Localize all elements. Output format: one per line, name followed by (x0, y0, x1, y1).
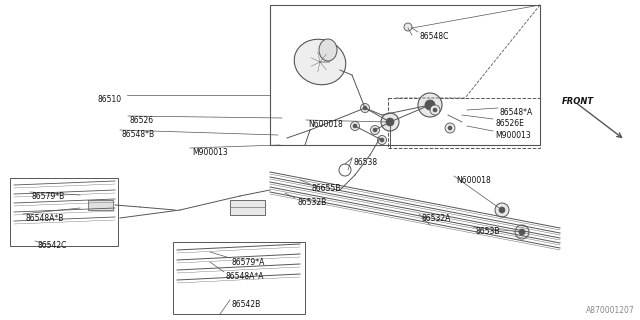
Text: 86532B: 86532B (297, 198, 326, 207)
Text: 86548A*B: 86548A*B (25, 214, 63, 223)
Circle shape (378, 135, 387, 145)
Text: M900013: M900013 (495, 131, 531, 140)
Text: 86542B: 86542B (232, 300, 261, 309)
Ellipse shape (319, 39, 337, 61)
Text: 86548C: 86548C (420, 32, 449, 41)
Text: 86526E: 86526E (495, 119, 524, 128)
Circle shape (371, 125, 380, 134)
Text: A870001207: A870001207 (586, 306, 635, 315)
Circle shape (499, 207, 505, 213)
Text: 86538: 86538 (354, 158, 378, 167)
Circle shape (430, 105, 440, 115)
Bar (388, 98, 540, 148)
Circle shape (380, 138, 384, 142)
Text: 86655B: 86655B (312, 184, 341, 193)
Circle shape (445, 123, 455, 133)
Text: 86548*B: 86548*B (122, 130, 155, 139)
Circle shape (433, 108, 437, 112)
Circle shape (386, 118, 394, 126)
Circle shape (519, 229, 525, 235)
Circle shape (351, 122, 360, 131)
Text: 86510: 86510 (97, 95, 121, 104)
Bar (270, 5, 540, 145)
Circle shape (418, 93, 442, 117)
Circle shape (363, 106, 367, 110)
Circle shape (515, 225, 529, 239)
Bar (10, 178, 118, 246)
Text: 8653B: 8653B (475, 227, 499, 236)
Text: 86532A: 86532A (421, 214, 451, 223)
Text: N600018: N600018 (456, 176, 491, 185)
Bar (230, 200, 265, 215)
Ellipse shape (294, 39, 346, 85)
Text: 86542C: 86542C (37, 241, 67, 250)
Text: M900013: M900013 (192, 148, 228, 157)
Text: 86579*B: 86579*B (32, 192, 65, 201)
Text: 86526: 86526 (130, 116, 154, 125)
Bar (88, 200, 113, 210)
Circle shape (425, 100, 435, 110)
Circle shape (360, 103, 369, 113)
Text: N600018: N600018 (308, 120, 343, 129)
Text: FRONT: FRONT (562, 97, 594, 106)
Text: 86548*A: 86548*A (500, 108, 533, 117)
Circle shape (373, 128, 377, 132)
Bar (173, 242, 305, 314)
Circle shape (353, 124, 357, 128)
Text: 86548A*A: 86548A*A (226, 272, 264, 281)
Circle shape (381, 113, 399, 131)
Circle shape (404, 23, 412, 31)
Circle shape (495, 203, 509, 217)
Circle shape (448, 126, 452, 130)
Text: 86579*A: 86579*A (232, 258, 266, 267)
